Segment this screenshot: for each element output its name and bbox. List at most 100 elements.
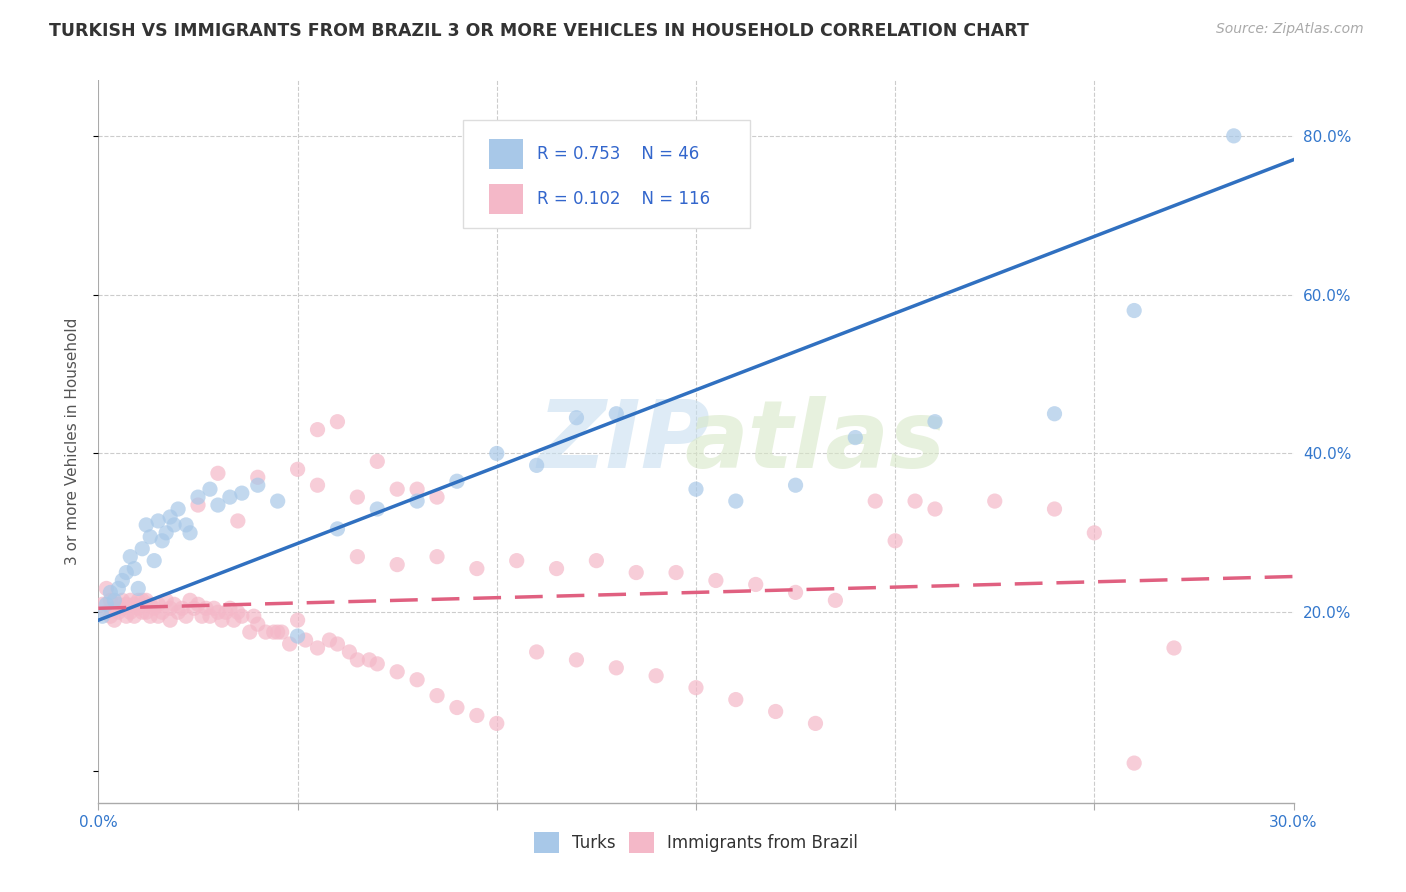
Point [120,593,142,607]
Point [406,482,429,496]
Point [159,613,181,627]
Point [143,554,166,568]
Point [207,605,229,619]
Point [506,554,529,568]
Point [115,597,138,611]
Point [1123,756,1146,770]
Point [191,609,214,624]
Point [246,470,269,484]
Point [187,597,209,611]
Point [785,585,807,599]
Point [346,490,368,504]
Point [346,653,368,667]
Point [174,517,197,532]
Point [159,510,181,524]
Point [111,593,134,607]
Point [222,613,245,627]
Point [148,609,170,624]
Point [174,609,197,624]
Point [111,601,134,615]
Point [685,482,707,496]
Point [96,605,118,619]
Point [127,593,149,607]
Point [263,625,285,640]
Point [127,601,149,615]
FancyBboxPatch shape [489,139,523,169]
FancyBboxPatch shape [463,120,749,228]
Point [172,601,194,615]
Point [1043,502,1066,516]
Point [267,625,290,640]
Point [155,593,177,607]
Point [98,585,122,599]
Point [765,705,787,719]
Point [307,478,329,492]
Point [179,525,201,540]
Point [465,561,488,575]
Point [135,605,157,619]
Text: R = 0.753    N = 46: R = 0.753 N = 46 [537,145,699,163]
Point [294,633,316,648]
Point [904,494,927,508]
Point [120,605,142,619]
Point [724,692,747,706]
Point [231,486,253,500]
Point [745,577,768,591]
Point [318,633,340,648]
Point [183,601,205,615]
Point [326,522,349,536]
Point [226,605,249,619]
Point [107,597,129,611]
Point [446,700,468,714]
Point [385,482,409,496]
Point [131,605,153,619]
Point [148,514,170,528]
Point [198,482,221,496]
Text: Source: ZipAtlas.com: Source: ZipAtlas.com [1216,22,1364,37]
Point [107,582,129,596]
Point [187,498,209,512]
Point [150,605,173,619]
Point [195,601,218,615]
Point [339,645,361,659]
Point [135,517,157,532]
Point [150,533,173,548]
Point [307,640,329,655]
Point [111,574,134,588]
Point [485,716,508,731]
Point [287,462,309,476]
Point [366,502,388,516]
Point [326,637,349,651]
Point [426,689,449,703]
Point [131,541,153,556]
Legend: Turks, Immigrants from Brazil: Turks, Immigrants from Brazil [527,826,865,860]
Point [103,613,125,627]
Point [139,530,162,544]
Point [163,517,186,532]
Text: atlas: atlas [685,395,946,488]
Point [585,554,607,568]
Point [785,478,807,492]
Point [924,415,946,429]
Point [226,514,249,528]
Point [246,617,269,632]
Point [207,498,229,512]
Point [98,593,122,607]
Point [1123,303,1146,318]
Point [406,673,429,687]
Point [278,637,301,651]
Point [103,593,125,607]
Point [865,494,887,508]
Y-axis label: 3 or more Vehicles in Household: 3 or more Vehicles in Household [65,318,80,566]
Point [219,601,242,615]
Point [131,593,153,607]
Point [385,665,409,679]
Point [359,653,381,667]
Point [366,657,388,671]
Point [103,601,125,615]
Point [844,431,866,445]
Point [287,629,309,643]
Point [1223,128,1246,143]
Point [326,415,349,429]
Point [267,494,290,508]
